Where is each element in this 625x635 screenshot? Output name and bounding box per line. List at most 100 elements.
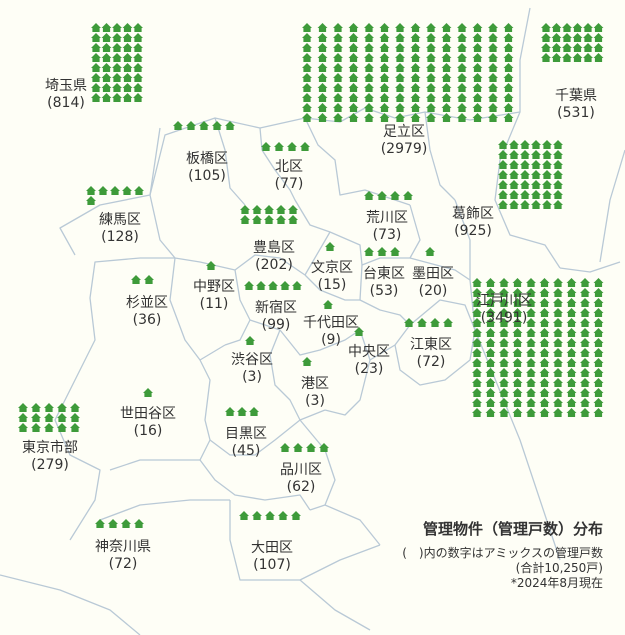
house-icon	[441, 93, 452, 102]
house-icon	[580, 288, 590, 297]
house-icon	[364, 113, 374, 122]
house-icon	[593, 408, 604, 417]
house-icon	[531, 180, 541, 189]
area-label-tokyo-shibu: 東京市部 279	[22, 440, 78, 474]
house-icon	[306, 443, 316, 452]
house-icon	[512, 288, 523, 297]
area-count: 23	[348, 361, 390, 378]
house-icon	[91, 43, 101, 52]
house-icon	[44, 413, 54, 422]
house-icon	[31, 403, 41, 412]
house-icon-group	[131, 275, 154, 284]
house-icon	[503, 83, 514, 92]
area-name: 荒川区	[366, 210, 408, 226]
house-icon	[225, 121, 235, 130]
house-icon	[240, 215, 250, 224]
house-icon-group	[95, 519, 144, 528]
area-name: 千代田区	[303, 315, 359, 331]
house-icon	[325, 242, 335, 251]
house-icon	[44, 423, 54, 432]
house-icon	[317, 63, 328, 72]
house-icon	[333, 103, 343, 112]
house-icon	[252, 205, 262, 214]
house-icon	[457, 63, 467, 72]
house-icon	[186, 121, 196, 130]
house-icon	[302, 23, 312, 32]
house-icon	[566, 408, 577, 417]
house-icon	[488, 63, 498, 72]
house-icon	[390, 247, 400, 256]
house-icon	[410, 53, 421, 62]
area-count: 105	[186, 168, 228, 185]
house-icon	[364, 103, 374, 112]
house-icon	[101, 83, 112, 92]
house-icon	[278, 511, 288, 520]
house-icon	[509, 200, 519, 209]
house-icon	[379, 83, 390, 92]
area-label-setagaya: 世田谷区 16	[120, 406, 176, 440]
house-icon	[512, 328, 523, 337]
area-label-chiyoda: 千代田区 9	[303, 315, 359, 349]
area-count: 107	[251, 557, 293, 574]
house-icon	[593, 23, 604, 32]
house-icon-group	[244, 281, 302, 290]
house-icon	[580, 408, 590, 417]
house-icon	[410, 43, 421, 52]
house-icon	[276, 205, 286, 214]
house-icon	[333, 43, 343, 52]
area-count: 62	[280, 479, 322, 496]
house-icon	[488, 83, 498, 92]
house-icon	[319, 443, 329, 452]
house-icon	[593, 43, 604, 52]
house-icon-group	[280, 443, 329, 452]
area-name: 板橋区	[186, 151, 228, 167]
house-icon	[274, 142, 284, 151]
house-icon	[499, 368, 509, 377]
house-icon	[503, 43, 514, 52]
house-icon	[239, 511, 249, 520]
house-icon	[108, 519, 118, 528]
house-icon	[333, 113, 343, 122]
district-borders	[0, 7, 625, 635]
area-label-kanagawa: 神奈川県 72	[95, 539, 151, 573]
house-icon-group	[325, 242, 335, 251]
house-icon	[580, 378, 590, 387]
house-icon	[593, 278, 604, 287]
area-name: 中央区	[348, 344, 390, 360]
house-icon	[512, 298, 523, 307]
house-icon	[317, 93, 328, 102]
house-icon	[225, 407, 235, 416]
house-icon	[485, 368, 496, 377]
house-icon	[542, 200, 552, 209]
house-icon	[580, 338, 590, 347]
legend-note: ( )内の数字はアミックスの管理戸数	[402, 546, 603, 560]
house-icon	[395, 113, 405, 122]
area-name: 東京市部	[22, 440, 78, 456]
house-icon	[593, 318, 604, 327]
house-icon-group	[225, 407, 259, 416]
house-icon	[86, 196, 96, 205]
area-name: 文京区	[311, 260, 353, 276]
house-icon	[503, 93, 514, 102]
house-icon	[133, 63, 143, 72]
house-icon	[404, 318, 414, 327]
house-icon	[572, 33, 583, 42]
house-icon	[566, 368, 577, 377]
house-icon	[553, 318, 563, 327]
house-icon-group	[302, 357, 312, 366]
area-name: 神奈川県	[95, 539, 151, 555]
house-icon	[531, 160, 541, 169]
house-icon	[410, 103, 421, 112]
house-icon	[302, 93, 312, 102]
house-icon	[457, 73, 467, 82]
house-icon	[131, 275, 141, 284]
house-icon	[566, 398, 577, 407]
house-icon	[245, 336, 255, 345]
house-icon	[457, 33, 467, 42]
area-name: 新宿区	[255, 300, 297, 316]
house-icon	[472, 103, 483, 112]
house-icon	[395, 43, 405, 52]
house-icon	[472, 338, 482, 347]
house-icon	[348, 83, 359, 92]
house-icon	[317, 103, 328, 112]
